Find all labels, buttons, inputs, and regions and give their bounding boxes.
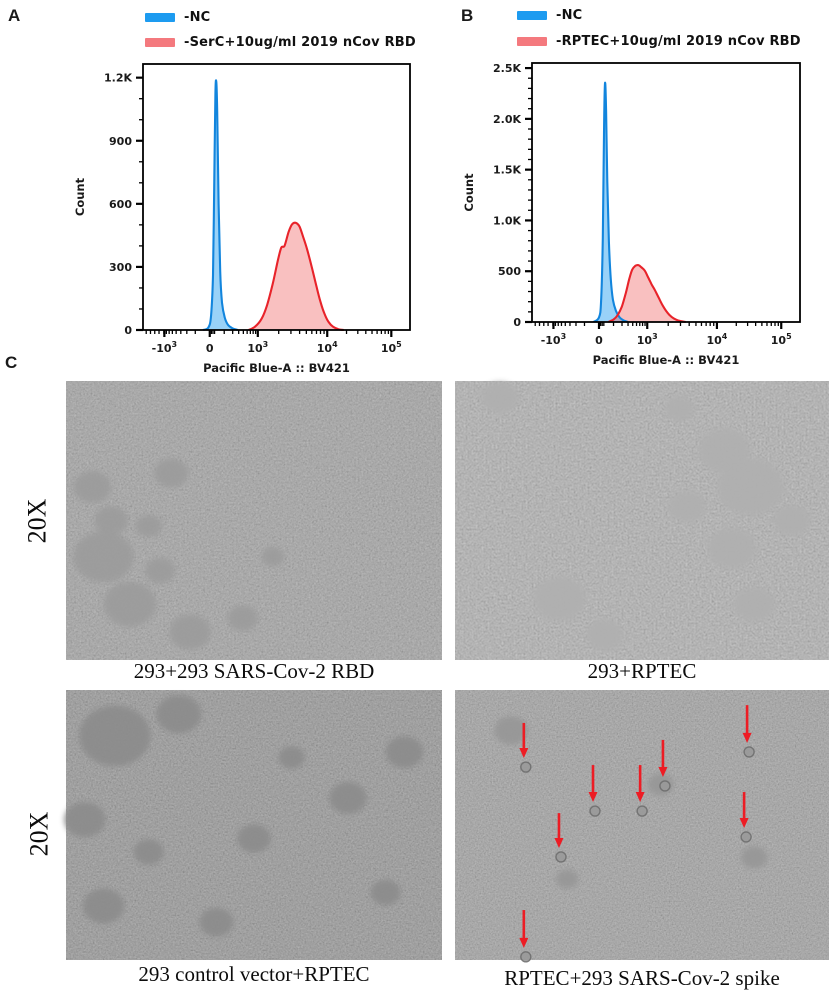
legend-label: -SerC+10ug/ml 2019 nCov RBD <box>184 35 416 50</box>
vesicle-circle <box>589 805 601 817</box>
x-tick-label: 0 <box>206 342 214 355</box>
y-tick-label: 600 <box>109 198 132 211</box>
legend-label: -NC <box>556 8 583 23</box>
red-arrow-head <box>588 792 598 803</box>
vesicle-circle <box>659 780 671 792</box>
legend-b-row-nc: -NC <box>517 8 582 23</box>
micrograph-caption-top-left: 293+293 SARS-Cov-2 RBD <box>133 659 375 683</box>
vesicle-circle <box>520 761 532 773</box>
red-arrow-head <box>739 817 749 828</box>
syncytia-arrows <box>519 705 755 963</box>
histogram-curve-nc <box>202 79 239 332</box>
cell-free-patches <box>64 695 424 937</box>
legend-swatch-blue <box>145 13 175 22</box>
micrograph-image-3 <box>455 690 829 963</box>
micrograph-image-0 <box>66 381 442 660</box>
vesicle-circle <box>740 831 752 843</box>
y-tick-label: 0 <box>513 316 521 329</box>
micrograph-grid <box>64 381 829 963</box>
micrograph-image-2 <box>64 690 442 960</box>
histogram-fill-sample <box>608 265 686 322</box>
vesicle-circle <box>636 805 648 817</box>
vesicle-circle <box>743 746 755 758</box>
y-tick-label: 1.5K <box>493 164 521 177</box>
y-tick-label: 1.0K <box>493 214 521 227</box>
legend-b-row-rptec: -RPTEC+10ug/ml 2019 nCov RBD <box>517 34 801 49</box>
vesicle-circle <box>555 851 567 863</box>
flow-cytometry-plots: 1.2K 900 600 300 0 -103 0 103 104 105 Pacific Blue… <box>73 62 801 375</box>
flow-plot-B: 2.5K 2.0K 1.5K 1.0K 500 0 -103 0 103 104 105 Pacifi… <box>462 62 801 367</box>
panel-letter-c: C <box>5 353 18 372</box>
legend-swatch-red <box>145 38 175 47</box>
legend-swatch-red <box>517 37 547 46</box>
histogram-curve-sample <box>607 263 686 324</box>
legend-label: -NC <box>184 10 211 25</box>
x-tick-label: 0 <box>595 334 603 347</box>
x-tick-label: 104 <box>317 340 338 355</box>
x-tick-label: -103 <box>152 340 177 355</box>
y-tick-label: 2.0K <box>493 113 521 126</box>
x-tick-label: 105 <box>771 332 792 347</box>
micrograph-caption-bottom-left: 293 control vector+RPTEC <box>138 962 370 986</box>
x-tick-label: 103 <box>637 332 658 347</box>
micrograph-image-1 <box>455 381 829 660</box>
cell-free-patches <box>494 716 768 889</box>
micrograph-caption-top-right: 293+RPTEC <box>587 659 697 683</box>
y-tick-label: 500 <box>498 265 521 278</box>
legend-a-row-nc: -NC <box>145 10 210 25</box>
y-tick-label: 300 <box>109 261 132 274</box>
y-tick-label: 0 <box>124 324 132 337</box>
red-arrow-head <box>519 748 529 759</box>
panel-letter-b: B <box>461 6 474 25</box>
legend-label: -RPTEC+10ug/ml 2019 nCov RBD <box>556 34 801 49</box>
cell-free-patches <box>481 381 811 651</box>
panel-letter-a: A <box>8 6 21 25</box>
flow-plot-A: 1.2K 900 600 300 0 -103 0 103 104 105 Pacific Blue… <box>73 63 411 375</box>
histogram-curve-nc <box>592 81 629 324</box>
plot-frame <box>531 62 801 323</box>
x-axis-label: Pacific Blue-A :: BV421 <box>203 361 350 375</box>
vesicle-circle <box>520 951 532 963</box>
red-arrow-head <box>635 792 645 803</box>
x-tick-label: 103 <box>247 340 268 355</box>
red-arrow-head <box>742 732 752 743</box>
y-tick-label: 1.2K <box>104 72 132 85</box>
red-arrow-head <box>554 837 564 848</box>
cell-free-patches <box>73 458 285 650</box>
y-axis-label: Count <box>73 177 87 216</box>
y-axis-label: Count <box>462 173 476 212</box>
y-tick-label: 900 <box>109 135 132 148</box>
x-tick-label: 105 <box>381 340 402 355</box>
x-tick-label: -103 <box>541 332 566 347</box>
legend-swatch-blue <box>517 11 547 20</box>
legend-a-row-serc: -SerC+10ug/ml 2019 nCov RBD <box>145 35 416 50</box>
x-tick-label: 104 <box>706 332 727 347</box>
x-axis-label: Pacific Blue-A :: BV421 <box>593 353 740 367</box>
histogram-curve-sample <box>247 221 344 332</box>
plot-frame <box>142 63 411 331</box>
red-arrow-head <box>519 937 529 948</box>
y-tick-label: 2.5K <box>493 62 521 75</box>
micrograph-caption-bottom-right: RPTEC+293 SARS-Cov-2 spike <box>504 966 780 990</box>
red-arrow-head <box>658 766 668 777</box>
